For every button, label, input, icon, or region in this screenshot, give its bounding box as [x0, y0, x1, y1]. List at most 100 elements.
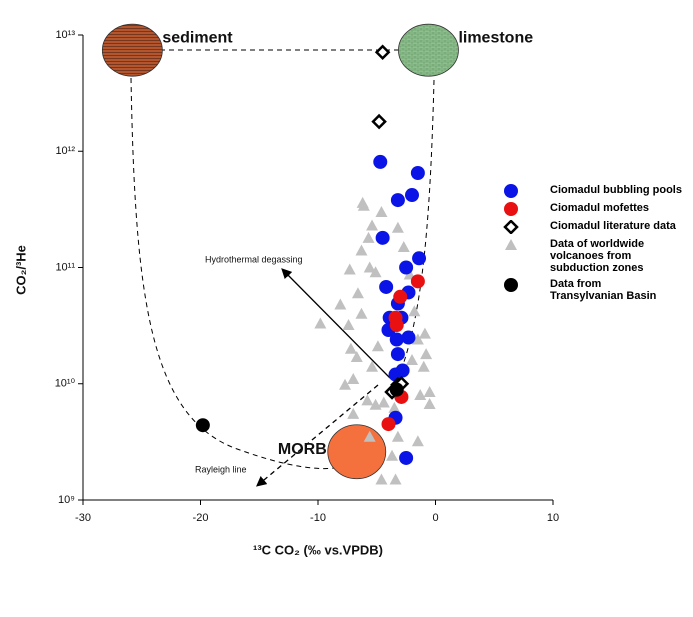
y-tick-label: 10¹²	[55, 145, 75, 157]
point	[374, 44, 391, 61]
point	[406, 354, 418, 366]
point	[366, 219, 379, 231]
point	[411, 333, 424, 345]
point	[339, 378, 352, 390]
annotation: Rayleigh line	[195, 464, 247, 474]
mixing-curve	[394, 79, 435, 386]
legend: Ciomadul bubbling pools Ciomadul mofettes…	[502, 184, 693, 306]
point	[389, 382, 404, 397]
point	[405, 188, 419, 203]
y-axis-title: CO₂/³He	[13, 245, 28, 295]
point	[195, 418, 210, 433]
point	[420, 348, 433, 360]
legend-entry: Data from Transylvanian Basin	[502, 278, 693, 302]
point	[410, 165, 425, 180]
end-member	[327, 424, 387, 480]
x-tick-label: 0	[432, 512, 438, 524]
end-member-label: limestone	[458, 29, 533, 46]
point	[371, 340, 384, 352]
mixing-curve	[130, 77, 336, 470]
legend-label: Ciomadul mofettes	[550, 202, 650, 214]
point	[389, 473, 402, 485]
legend-marker	[503, 220, 519, 234]
point	[399, 450, 414, 465]
legend-entry: Ciomadul mofettes	[502, 202, 693, 216]
arrow	[281, 268, 391, 379]
point	[418, 327, 431, 339]
point	[363, 430, 376, 442]
point	[388, 401, 401, 413]
end-member-label: MORB	[278, 441, 327, 458]
point	[347, 372, 360, 384]
point	[375, 473, 388, 485]
y-tick-label: 10⁹	[58, 494, 75, 506]
x-tick-label: 10	[547, 512, 559, 524]
point	[357, 199, 370, 211]
point	[375, 206, 388, 218]
arrow	[256, 384, 379, 487]
point	[408, 305, 421, 317]
legend-label: Ciomadul literature data	[550, 220, 676, 232]
point	[377, 396, 390, 408]
point	[423, 397, 436, 409]
point	[504, 202, 518, 216]
point	[417, 360, 430, 372]
point	[411, 435, 424, 447]
legend-entry: Ciomadul bubbling pools	[502, 184, 693, 198]
point	[343, 263, 356, 275]
x-axis-title: ¹³C CO₂ (‰ vs.VPDB)	[253, 542, 383, 557]
legend-entry: Data of worldwide volcanoes from subduct…	[502, 238, 693, 274]
point	[390, 347, 405, 362]
point	[423, 385, 436, 397]
point	[350, 350, 363, 362]
point	[393, 289, 408, 304]
point	[410, 274, 425, 289]
x-tick-label: -10	[310, 512, 326, 524]
point	[399, 260, 414, 275]
point	[414, 389, 427, 401]
point	[371, 113, 387, 130]
point	[344, 342, 357, 354]
point	[355, 307, 368, 319]
point	[369, 266, 382, 278]
point	[342, 319, 355, 331]
point	[375, 230, 390, 245]
point	[389, 332, 404, 347]
x-tick-label: -20	[193, 512, 209, 524]
point	[412, 251, 427, 266]
point	[347, 407, 360, 419]
legend-marker	[505, 239, 517, 250]
point	[373, 154, 388, 169]
end-member-texture	[398, 24, 459, 77]
point	[504, 278, 518, 292]
point	[505, 239, 517, 250]
legend-label: Ciomadul bubbling pools	[550, 184, 682, 196]
point	[391, 221, 404, 233]
point	[355, 244, 368, 256]
point	[504, 184, 518, 198]
y-tick-label: 10¹³	[55, 29, 75, 41]
legend-marker	[504, 184, 518, 198]
end-member-texture	[102, 24, 163, 77]
y-tick-label: 10¹¹	[55, 261, 75, 273]
point	[362, 231, 375, 243]
y-tick-label: 10¹⁰	[55, 378, 76, 390]
legend-entry: Ciomadul literature data	[502, 220, 693, 234]
point	[397, 241, 410, 253]
x-tick-label: -30	[75, 512, 91, 524]
point	[386, 449, 399, 461]
point	[390, 193, 405, 208]
point	[314, 317, 327, 329]
point	[366, 360, 379, 372]
annotation: Hydrothermal degassing	[205, 254, 303, 264]
point	[363, 261, 376, 273]
point	[381, 417, 396, 432]
legend-marker	[504, 278, 518, 292]
end-member-label: sediment	[162, 29, 233, 46]
point	[351, 287, 364, 299]
point	[334, 298, 347, 310]
legend-marker	[504, 202, 518, 216]
point	[401, 330, 416, 345]
